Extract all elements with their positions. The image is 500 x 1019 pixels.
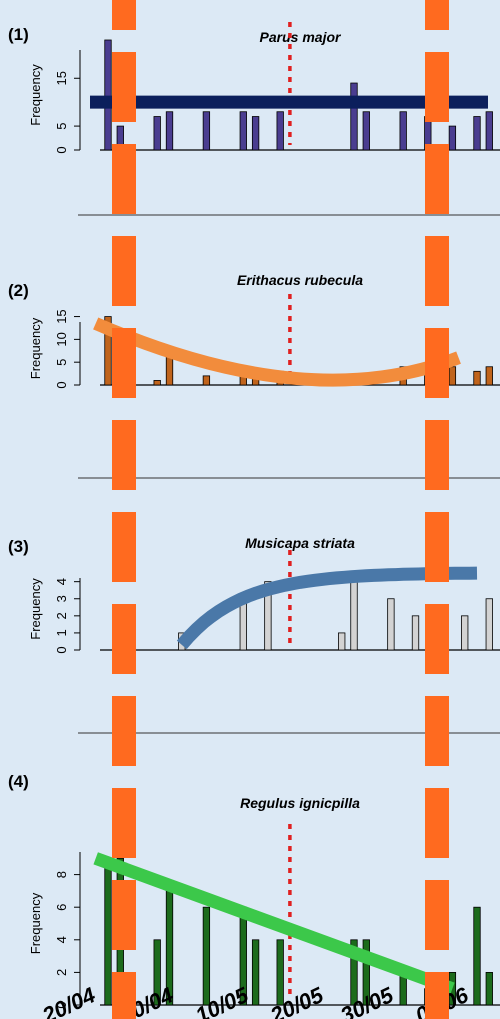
y-tick-label: 0 <box>54 146 69 153</box>
y-tick-label: 2 <box>54 612 69 619</box>
panel-2: (2) Erithacus rubecula Frequency 0 5 10 15 <box>8 272 500 479</box>
bar <box>473 370 481 386</box>
y-tick-label: 8 <box>54 871 69 878</box>
bar <box>239 111 247 151</box>
bar <box>411 615 420 651</box>
y-tick-label: 4 <box>54 578 69 585</box>
y-tick-label: 5 <box>54 359 69 366</box>
bar <box>153 939 161 1006</box>
bar <box>448 366 457 386</box>
bar <box>202 111 211 151</box>
panels-layer: (1) Parus majorFrequency0515(2)Erithacus … <box>8 22 500 1009</box>
bar <box>104 316 112 386</box>
bar <box>264 581 272 651</box>
bar <box>350 939 358 1006</box>
trend-line <box>93 317 461 387</box>
bar <box>473 116 481 151</box>
y-tick-label: 10 <box>54 332 69 346</box>
panel-title: Erithacus rubecula <box>237 272 363 288</box>
y-tick-label: 5 <box>54 122 69 129</box>
y-tick-label: 0 <box>54 646 69 653</box>
bar <box>202 375 211 386</box>
bar <box>399 111 407 151</box>
bar <box>350 581 358 651</box>
panel-title: Parus major <box>260 29 342 45</box>
orange-bands-layer <box>112 0 449 1019</box>
bar <box>153 116 161 151</box>
y-tick-label: 6 <box>54 904 69 911</box>
x-tick-label: 20/04 <box>38 982 99 1019</box>
y-tick-label: 0 <box>54 381 69 388</box>
bar <box>362 111 370 151</box>
x-tick-label: 10/05 <box>192 982 253 1019</box>
y-tick-label: 3 <box>54 595 69 602</box>
bar <box>350 82 358 151</box>
bar <box>153 380 161 386</box>
bar <box>276 111 284 151</box>
bar <box>448 125 457 151</box>
panel-label: (1) <box>8 25 29 44</box>
bar <box>362 939 370 1006</box>
bar <box>251 116 260 151</box>
bar <box>338 632 346 651</box>
y-axis-label: Frequency <box>28 578 43 640</box>
y-tick-label: 0 <box>54 1001 69 1008</box>
bar <box>104 39 112 151</box>
bar <box>276 939 284 1006</box>
y-axis-label: Frequency <box>28 892 43 954</box>
x-tick-label: 20/05 <box>266 982 328 1019</box>
y-tick-label: 1 <box>54 629 69 636</box>
bar <box>461 615 469 651</box>
bar <box>165 111 174 151</box>
y-tick-label: 4 <box>54 936 69 943</box>
panel-title: Regulus ignicpilla <box>240 795 360 811</box>
bar <box>104 857 112 1006</box>
panel-title: Musicapa striata <box>245 535 355 551</box>
bar <box>485 972 493 1006</box>
bar <box>387 598 395 651</box>
panel-1: (1) Parus major Frequency 0 5 15 <box>8 22 500 216</box>
bar <box>485 111 493 151</box>
panel-4: (4) Regulus ignicpilla Frequency 0 2 4 6 8 <box>8 772 500 1009</box>
trend-line <box>93 852 455 995</box>
y-axis-label: Frequency <box>28 317 43 379</box>
bar <box>202 906 211 1006</box>
panel-label: (2) <box>8 281 29 300</box>
bar <box>485 366 493 386</box>
bar <box>251 939 260 1006</box>
y-tick-label: 15 <box>54 309 69 323</box>
bar <box>239 598 247 651</box>
bar <box>473 906 481 1006</box>
panel-label: (3) <box>8 537 29 556</box>
y-tick-label: 15 <box>54 71 69 85</box>
y-axis-label: Frequency <box>28 64 43 126</box>
bar <box>485 598 493 651</box>
panel-label: (4) <box>8 772 29 791</box>
y-tick-label: 2 <box>54 969 69 976</box>
